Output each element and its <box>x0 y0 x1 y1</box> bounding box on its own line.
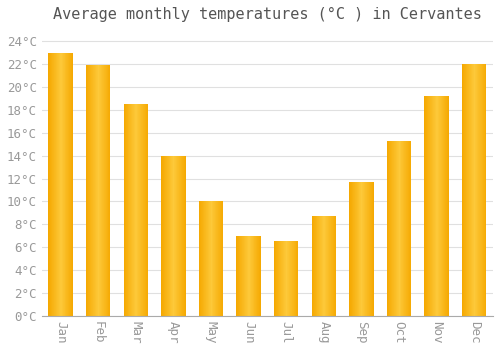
Title: Average monthly temperatures (°C ) in Cervantes: Average monthly temperatures (°C ) in Ce… <box>53 7 482 22</box>
